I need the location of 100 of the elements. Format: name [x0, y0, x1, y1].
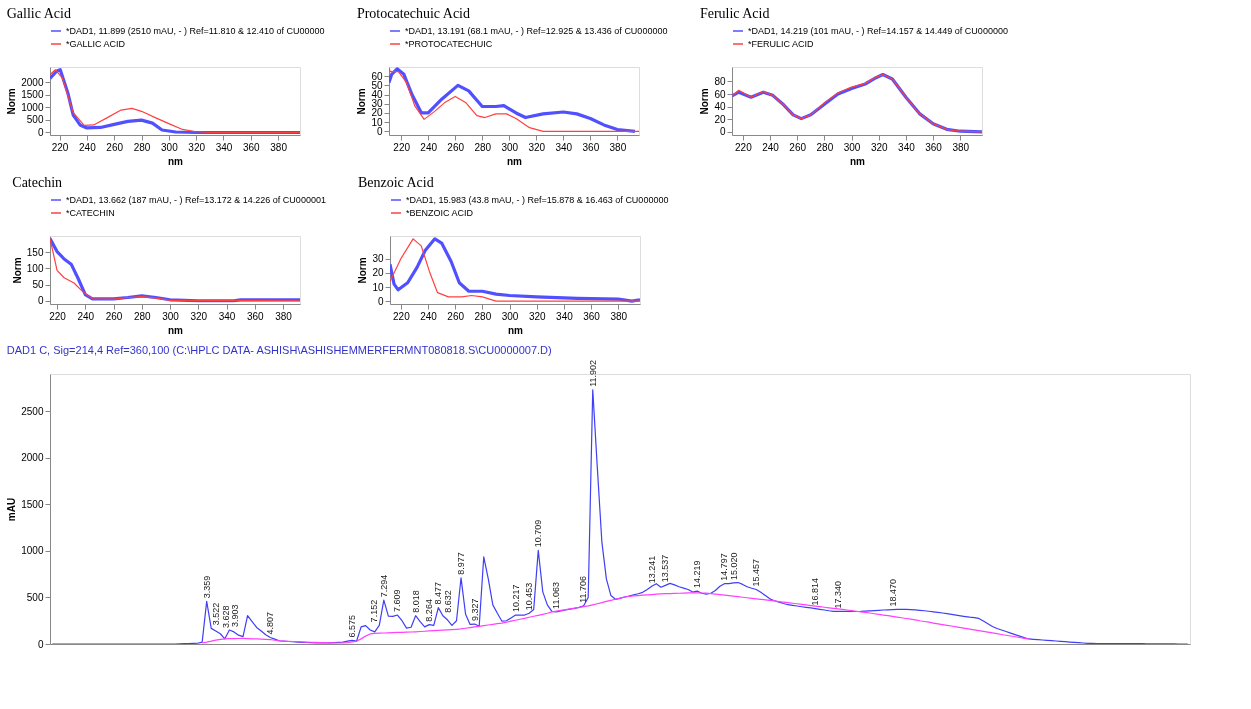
y-tick-label: 20 [371, 107, 383, 119]
annotation: 7.294 [378, 574, 389, 598]
y-tick-label: 20 [372, 267, 384, 279]
x-tick-label: 220 [49, 310, 67, 322]
x-tick-label: 320 [188, 141, 206, 153]
x-tick-label: 320 [528, 310, 547, 322]
x-tick-label: 220 [51, 141, 69, 153]
y-tick-label: 50 [371, 79, 383, 91]
x-tick-label: 300 [843, 141, 861, 153]
x-tick-label: 380 [270, 141, 288, 153]
y-tick-label: 0 [37, 126, 44, 138]
x-tick-label: 380 [610, 310, 628, 322]
x-tick-label: 360 [242, 141, 261, 153]
annotation: 3.903 [230, 604, 241, 628]
annotation: 3.359 [201, 575, 212, 599]
x-tick-label: 240 [77, 310, 95, 322]
annotation: 16.814 [810, 578, 821, 606]
x-tick-label: 380 [952, 141, 970, 153]
x-tick-label: 280 [133, 141, 151, 153]
x-tick-label: 380 [275, 310, 293, 322]
y-tick-label: 40 [714, 101, 726, 113]
x-tick-label: 340 [218, 310, 236, 322]
annotation: 7.152 [369, 599, 380, 623]
x-tick-label: 360 [582, 141, 600, 153]
y-tick-label: 500 [26, 114, 44, 126]
annotation: 10.453 [523, 582, 534, 611]
x-tick-label: 260 [106, 141, 124, 153]
annotation: 11.706 [578, 575, 589, 603]
y-axis-title: Norm [357, 257, 369, 284]
y-tick-label: 20 [714, 113, 726, 125]
annotation: 15.020 [728, 552, 739, 580]
x-tick-label: 280 [816, 141, 834, 153]
annotation: 8.477 [433, 582, 444, 605]
annotation: 8.977 [456, 552, 467, 575]
annotation: 14.797 [719, 553, 730, 581]
legend-label: *FERULIC ACID [748, 39, 815, 49]
x-tick-label: 240 [79, 141, 97, 153]
y-tick-label: 40 [371, 89, 383, 101]
legend-label: *DAD1, 13.191 (68.1 mAU, - ) Ref=12.925 & 13.436 of CU000000 [405, 26, 668, 36]
legend-label: *CATECHIN [66, 208, 115, 218]
annotation: 8.632 [442, 590, 453, 613]
legend-label: *DAD1, 15.983 (43.8 mAU, - ) Ref=15.878 & 16.463 of CU000000 [406, 195, 669, 205]
annotation: 10.217 [510, 584, 521, 613]
y-tick-label: 0 [37, 638, 44, 650]
x-tick-label: 220 [393, 141, 411, 153]
annotation: 14.219 [692, 560, 703, 589]
y-axis-title: Norm [699, 88, 711, 115]
y-tick-label: 0 [37, 295, 44, 307]
x-axis-title: nm [850, 155, 866, 167]
chart-title: Gallic Acid [6, 6, 71, 21]
x-tick-label: 280 [133, 310, 152, 322]
x-tick-label: 280 [474, 141, 492, 153]
x-axis-title: nm [168, 324, 184, 336]
legend-label: *BENZOIC ACID [406, 208, 474, 218]
y-tick-label: 80 [714, 75, 726, 87]
x-tick-label: 240 [420, 310, 438, 322]
y-tick-label: 1500 [21, 498, 44, 510]
x-tick-label: 280 [474, 310, 492, 322]
y-tick-label: 0 [377, 295, 384, 307]
x-tick-label: 260 [447, 310, 465, 322]
legend-label: *DAD1, 14.219 (101 mAU, - ) Ref=14.157 & 14.449 of CU000000 [748, 26, 1008, 36]
y-tick-label: 30 [372, 253, 384, 265]
x-tick-label: 220 [735, 141, 753, 153]
x-tick-label: 340 [215, 141, 233, 153]
annotation: 10.709 [533, 519, 544, 548]
chart-title: Protocatechuic Acid [356, 6, 471, 21]
y-axis-title: Norm [11, 257, 23, 284]
annotation: 13.241 [646, 555, 657, 584]
x-tick-label: 300 [501, 141, 519, 153]
y-axis-title: Norm [6, 88, 18, 115]
legend-label: *GALLIC ACID [66, 39, 126, 49]
annotation: 18.470 [887, 579, 898, 607]
x-tick-label: 320 [528, 141, 546, 153]
y-tick-label: 30 [371, 98, 383, 110]
y-tick-label: 10 [371, 116, 383, 128]
y-tick-label: 2500 [21, 405, 44, 417]
x-tick-label: 260 [447, 141, 465, 153]
y-tick-label: 100 [26, 262, 44, 274]
annotation: 3.522 [211, 602, 222, 626]
annotation: 4.807 [265, 611, 276, 635]
x-tick-label: 300 [501, 310, 519, 322]
x-tick-label: 380 [609, 141, 627, 153]
annotation: 9.327 [469, 598, 480, 622]
x-tick-label: 360 [246, 310, 265, 322]
annotation: 11.902 [587, 359, 598, 387]
x-tick-label: 340 [555, 141, 573, 153]
y-tick-label: 0 [376, 125, 383, 137]
y-tick-label: 10 [372, 281, 384, 293]
y-axis-title: Norm [356, 88, 368, 115]
annotation: 3.628 [220, 605, 231, 628]
legend-label: *DAD1, 11.899 (2510 mAU, - ) Ref=11.810 & 12.410 of CU00000 [66, 26, 325, 36]
x-tick-label: 320 [190, 310, 208, 322]
y-tick-label: 1000 [21, 545, 44, 557]
annotation: 7.609 [392, 589, 403, 613]
x-axis-title: nm [168, 155, 184, 167]
y-tick-label: 1500 [21, 89, 44, 101]
x-axis-title: nm [508, 324, 524, 336]
chart-title: DAD1 C, Sig=214,4 Ref=360,100 (C:\HPLC DATA- ASHISH\ASHISHEMMERFERMNT080818.S\CU0000007.D) [6, 343, 552, 356]
annotation: 6.575 [347, 614, 358, 638]
y-tick-label: 50 [32, 279, 44, 291]
